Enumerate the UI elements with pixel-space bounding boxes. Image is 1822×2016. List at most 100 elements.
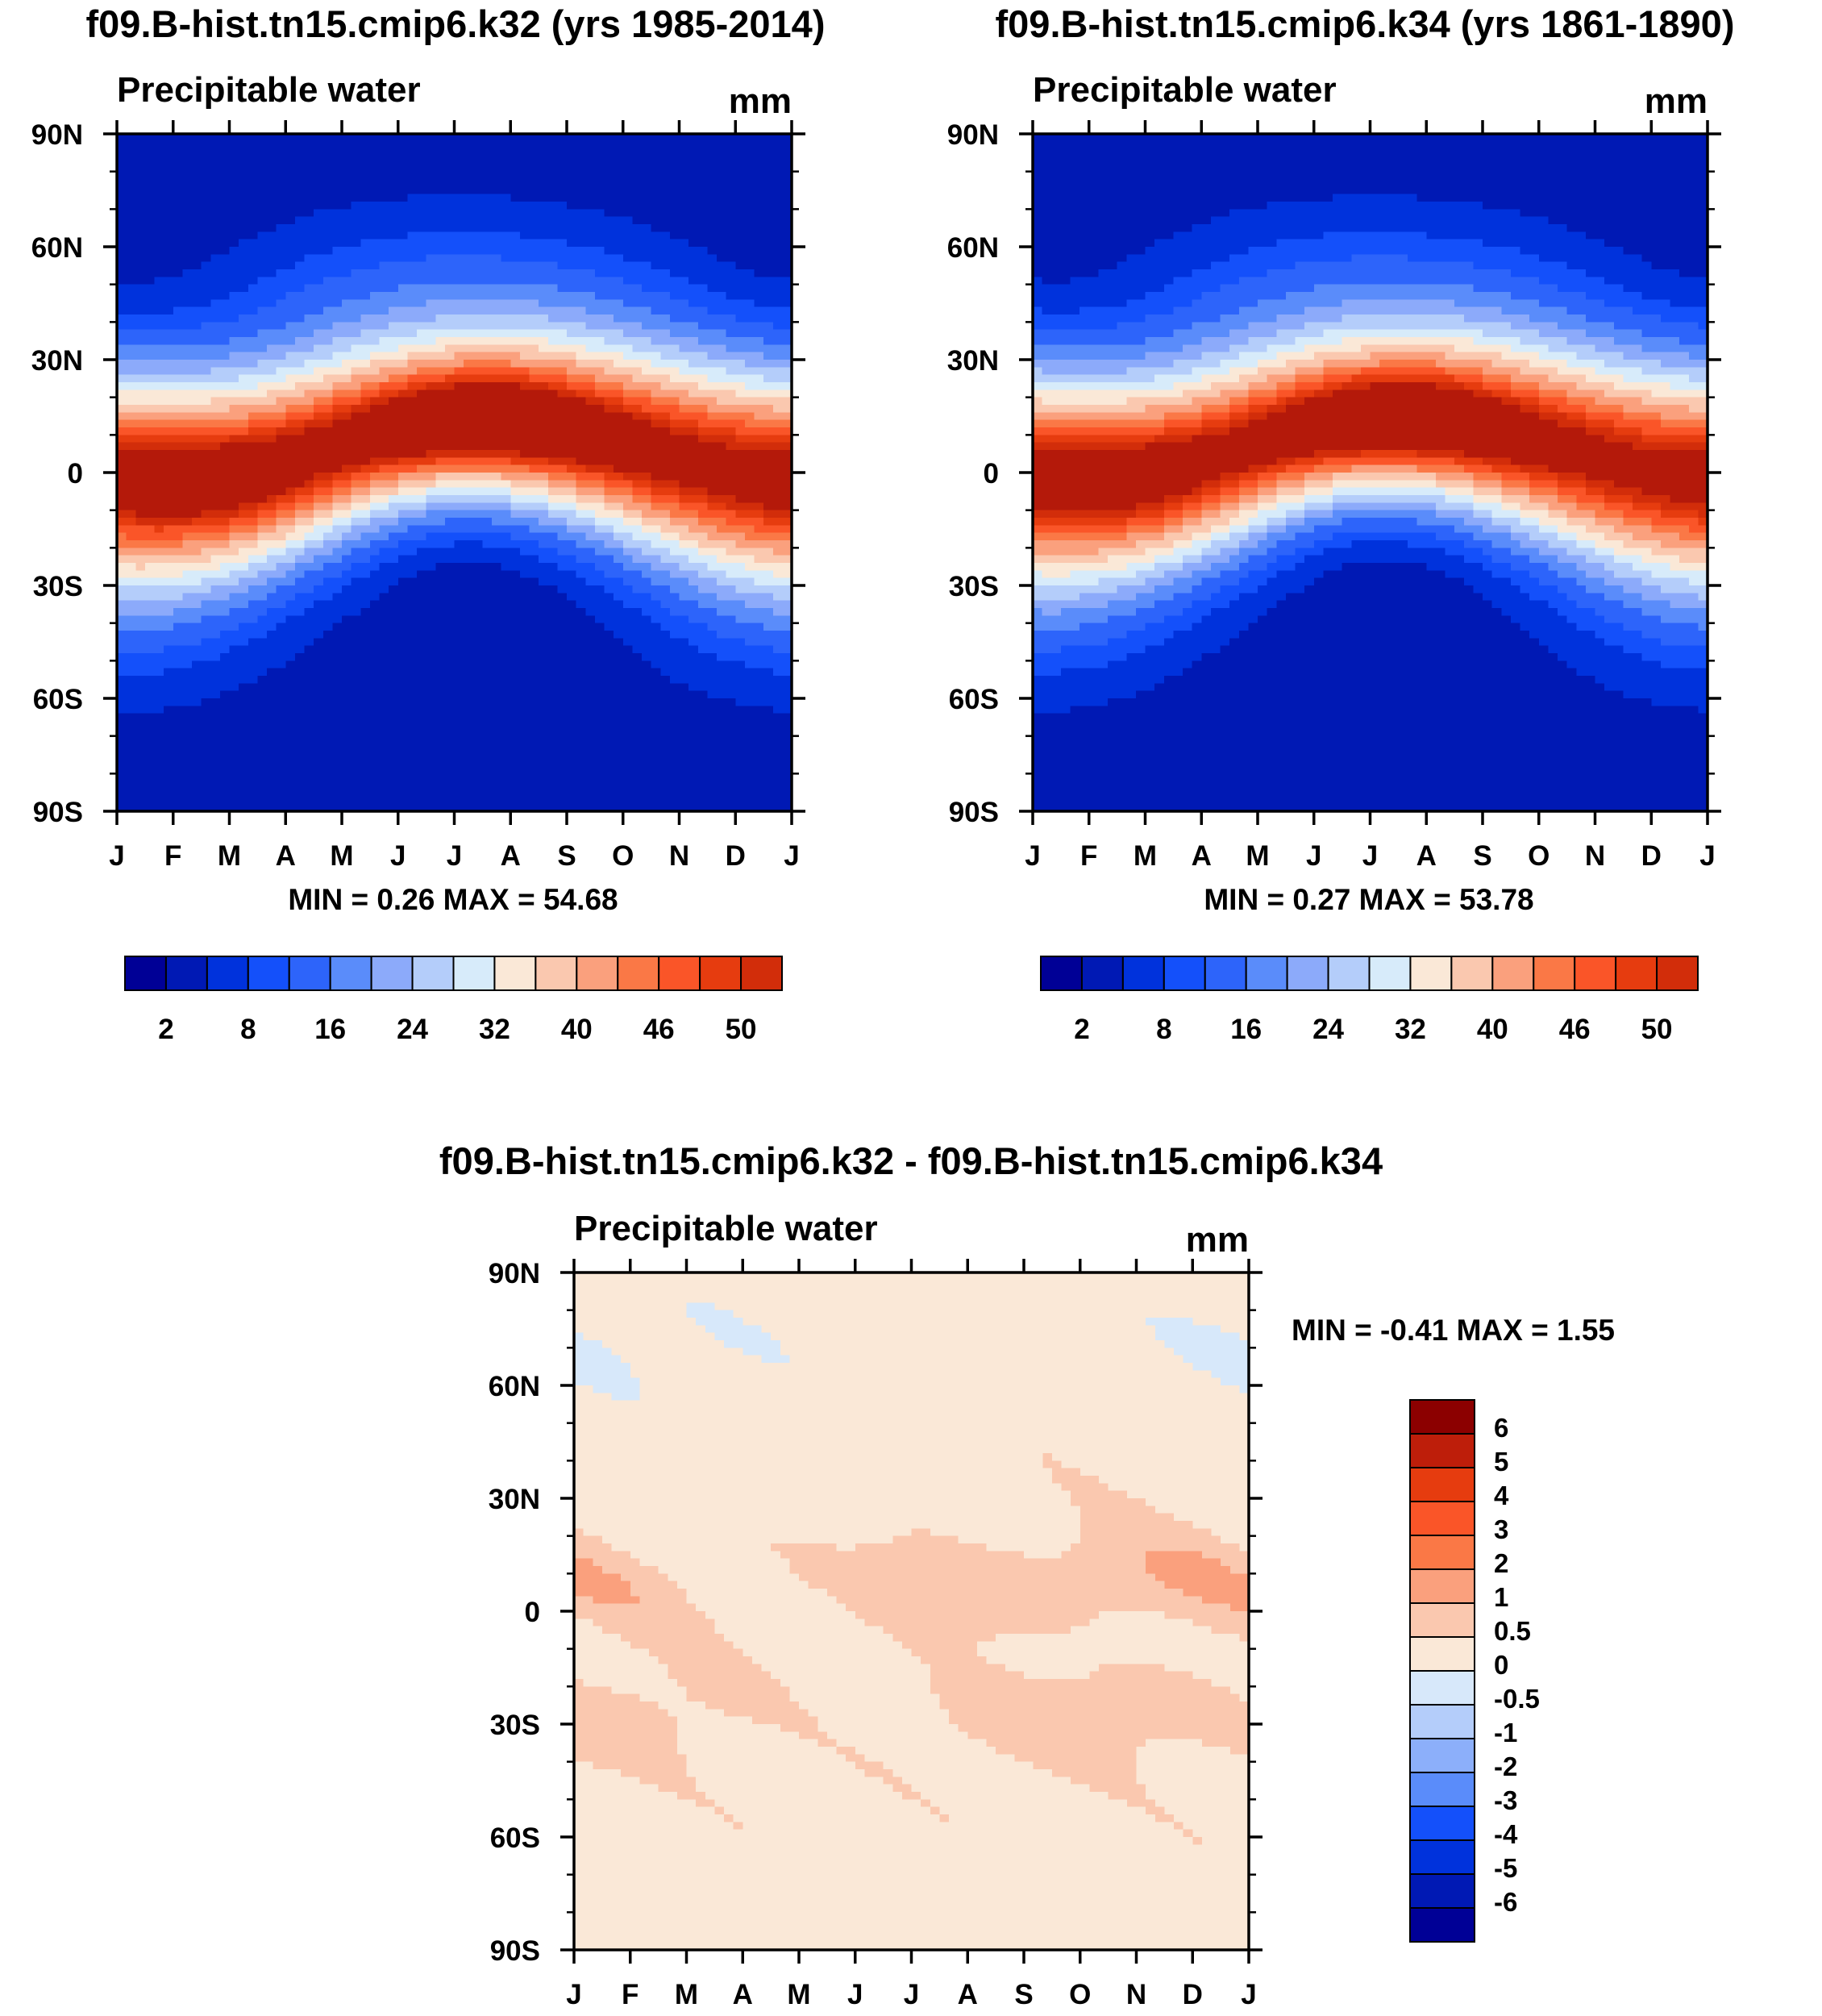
contour-cell — [294, 134, 306, 142]
contour-cell — [276, 329, 286, 338]
contour-cell — [519, 645, 530, 654]
contour-cell — [614, 329, 624, 338]
contour-cell — [576, 450, 586, 458]
contour-cell — [389, 344, 399, 353]
contour-cell — [519, 525, 530, 534]
contour-cell — [369, 329, 381, 338]
contour-cell — [594, 202, 605, 210]
contour-cell — [669, 532, 680, 541]
contour-cell — [688, 532, 699, 541]
contour-cell — [707, 337, 718, 345]
contour-cell — [464, 645, 474, 654]
contour-cell — [435, 532, 446, 541]
contour-cell — [192, 585, 202, 594]
contour-cell — [444, 284, 456, 293]
contour-cell — [182, 623, 193, 631]
contour-cell — [332, 548, 343, 556]
contour-cell — [164, 532, 174, 541]
contour-cell — [294, 179, 306, 187]
contour-cell — [267, 397, 277, 406]
contour-cell — [754, 156, 764, 165]
contour-cell — [239, 412, 249, 421]
contour-cell — [192, 397, 202, 406]
contour-cell — [454, 141, 464, 150]
contour-cell — [342, 600, 352, 609]
contour-cell — [444, 419, 456, 428]
contour-cell — [604, 608, 614, 616]
contour-cell — [464, 540, 474, 548]
contour-cell — [464, 585, 474, 594]
contour-cell — [604, 322, 614, 331]
contour-cell — [164, 179, 174, 187]
contour-cell — [464, 510, 474, 519]
contour-cell — [144, 352, 156, 360]
contour-cell — [229, 247, 239, 255]
contour-cell — [754, 254, 764, 263]
contour-cell — [426, 487, 436, 496]
contour-cell — [360, 314, 371, 323]
contour-cell — [173, 239, 183, 248]
contour-cell — [314, 442, 324, 451]
contour-cell — [529, 322, 539, 331]
contour-cell — [164, 314, 174, 323]
contour-cell — [360, 585, 371, 594]
contour-cell — [501, 194, 511, 202]
contour-cell — [539, 254, 549, 263]
contour-cell — [304, 269, 314, 277]
contour-cell — [632, 608, 643, 616]
contour-cell — [772, 186, 783, 195]
contour-cell — [239, 337, 249, 345]
contour-cell — [389, 427, 399, 435]
contour-cell — [472, 405, 483, 413]
contour-cell — [332, 148, 343, 157]
contour-cell — [192, 555, 202, 564]
contour-cell — [679, 269, 689, 277]
contour-cell — [417, 532, 427, 541]
contour-cell — [285, 442, 296, 451]
contour-cell — [501, 585, 511, 594]
contour-cell — [294, 344, 306, 353]
contour-cell — [276, 148, 286, 157]
contour-cell — [389, 412, 399, 421]
contour-cell — [407, 254, 418, 263]
contour-cell — [707, 608, 718, 616]
contour-cell — [314, 510, 324, 519]
contour-cell — [397, 367, 408, 376]
contour-cell — [464, 299, 474, 308]
contour-cell — [304, 194, 314, 202]
contour-cell — [547, 134, 558, 142]
contour-cell — [679, 224, 689, 232]
contour-cell — [547, 247, 558, 255]
contour-cell — [772, 495, 783, 503]
contour-cell — [135, 247, 146, 255]
contour-cell — [632, 148, 643, 157]
contour-cell — [782, 427, 792, 435]
contour-cell — [154, 352, 164, 360]
contour-cell — [164, 608, 174, 616]
contour-cell — [482, 487, 493, 496]
contour-cell — [322, 156, 333, 165]
contour-cell — [444, 532, 456, 541]
contour-cell — [342, 306, 352, 315]
contour-cell — [510, 156, 521, 165]
contour-cell — [669, 623, 680, 631]
contour-cell — [229, 179, 239, 187]
contour-cell — [164, 638, 174, 647]
contour-cell — [679, 186, 689, 195]
contour-cell — [294, 427, 306, 435]
contour-cell — [697, 419, 708, 428]
contour-cell — [651, 631, 661, 639]
contour-cell — [192, 261, 202, 270]
contour-cell — [229, 427, 239, 435]
contour-cell — [407, 284, 418, 293]
contour-cell — [351, 518, 361, 526]
contour-cell — [201, 631, 211, 639]
contour-cell — [248, 322, 258, 331]
contour-cell — [614, 148, 624, 157]
contour-cell — [229, 141, 239, 150]
contour-cell — [351, 224, 361, 232]
contour-cell — [660, 525, 671, 534]
contour-cell — [697, 344, 708, 353]
contour-cell — [164, 495, 174, 503]
contour-cell — [585, 284, 596, 293]
